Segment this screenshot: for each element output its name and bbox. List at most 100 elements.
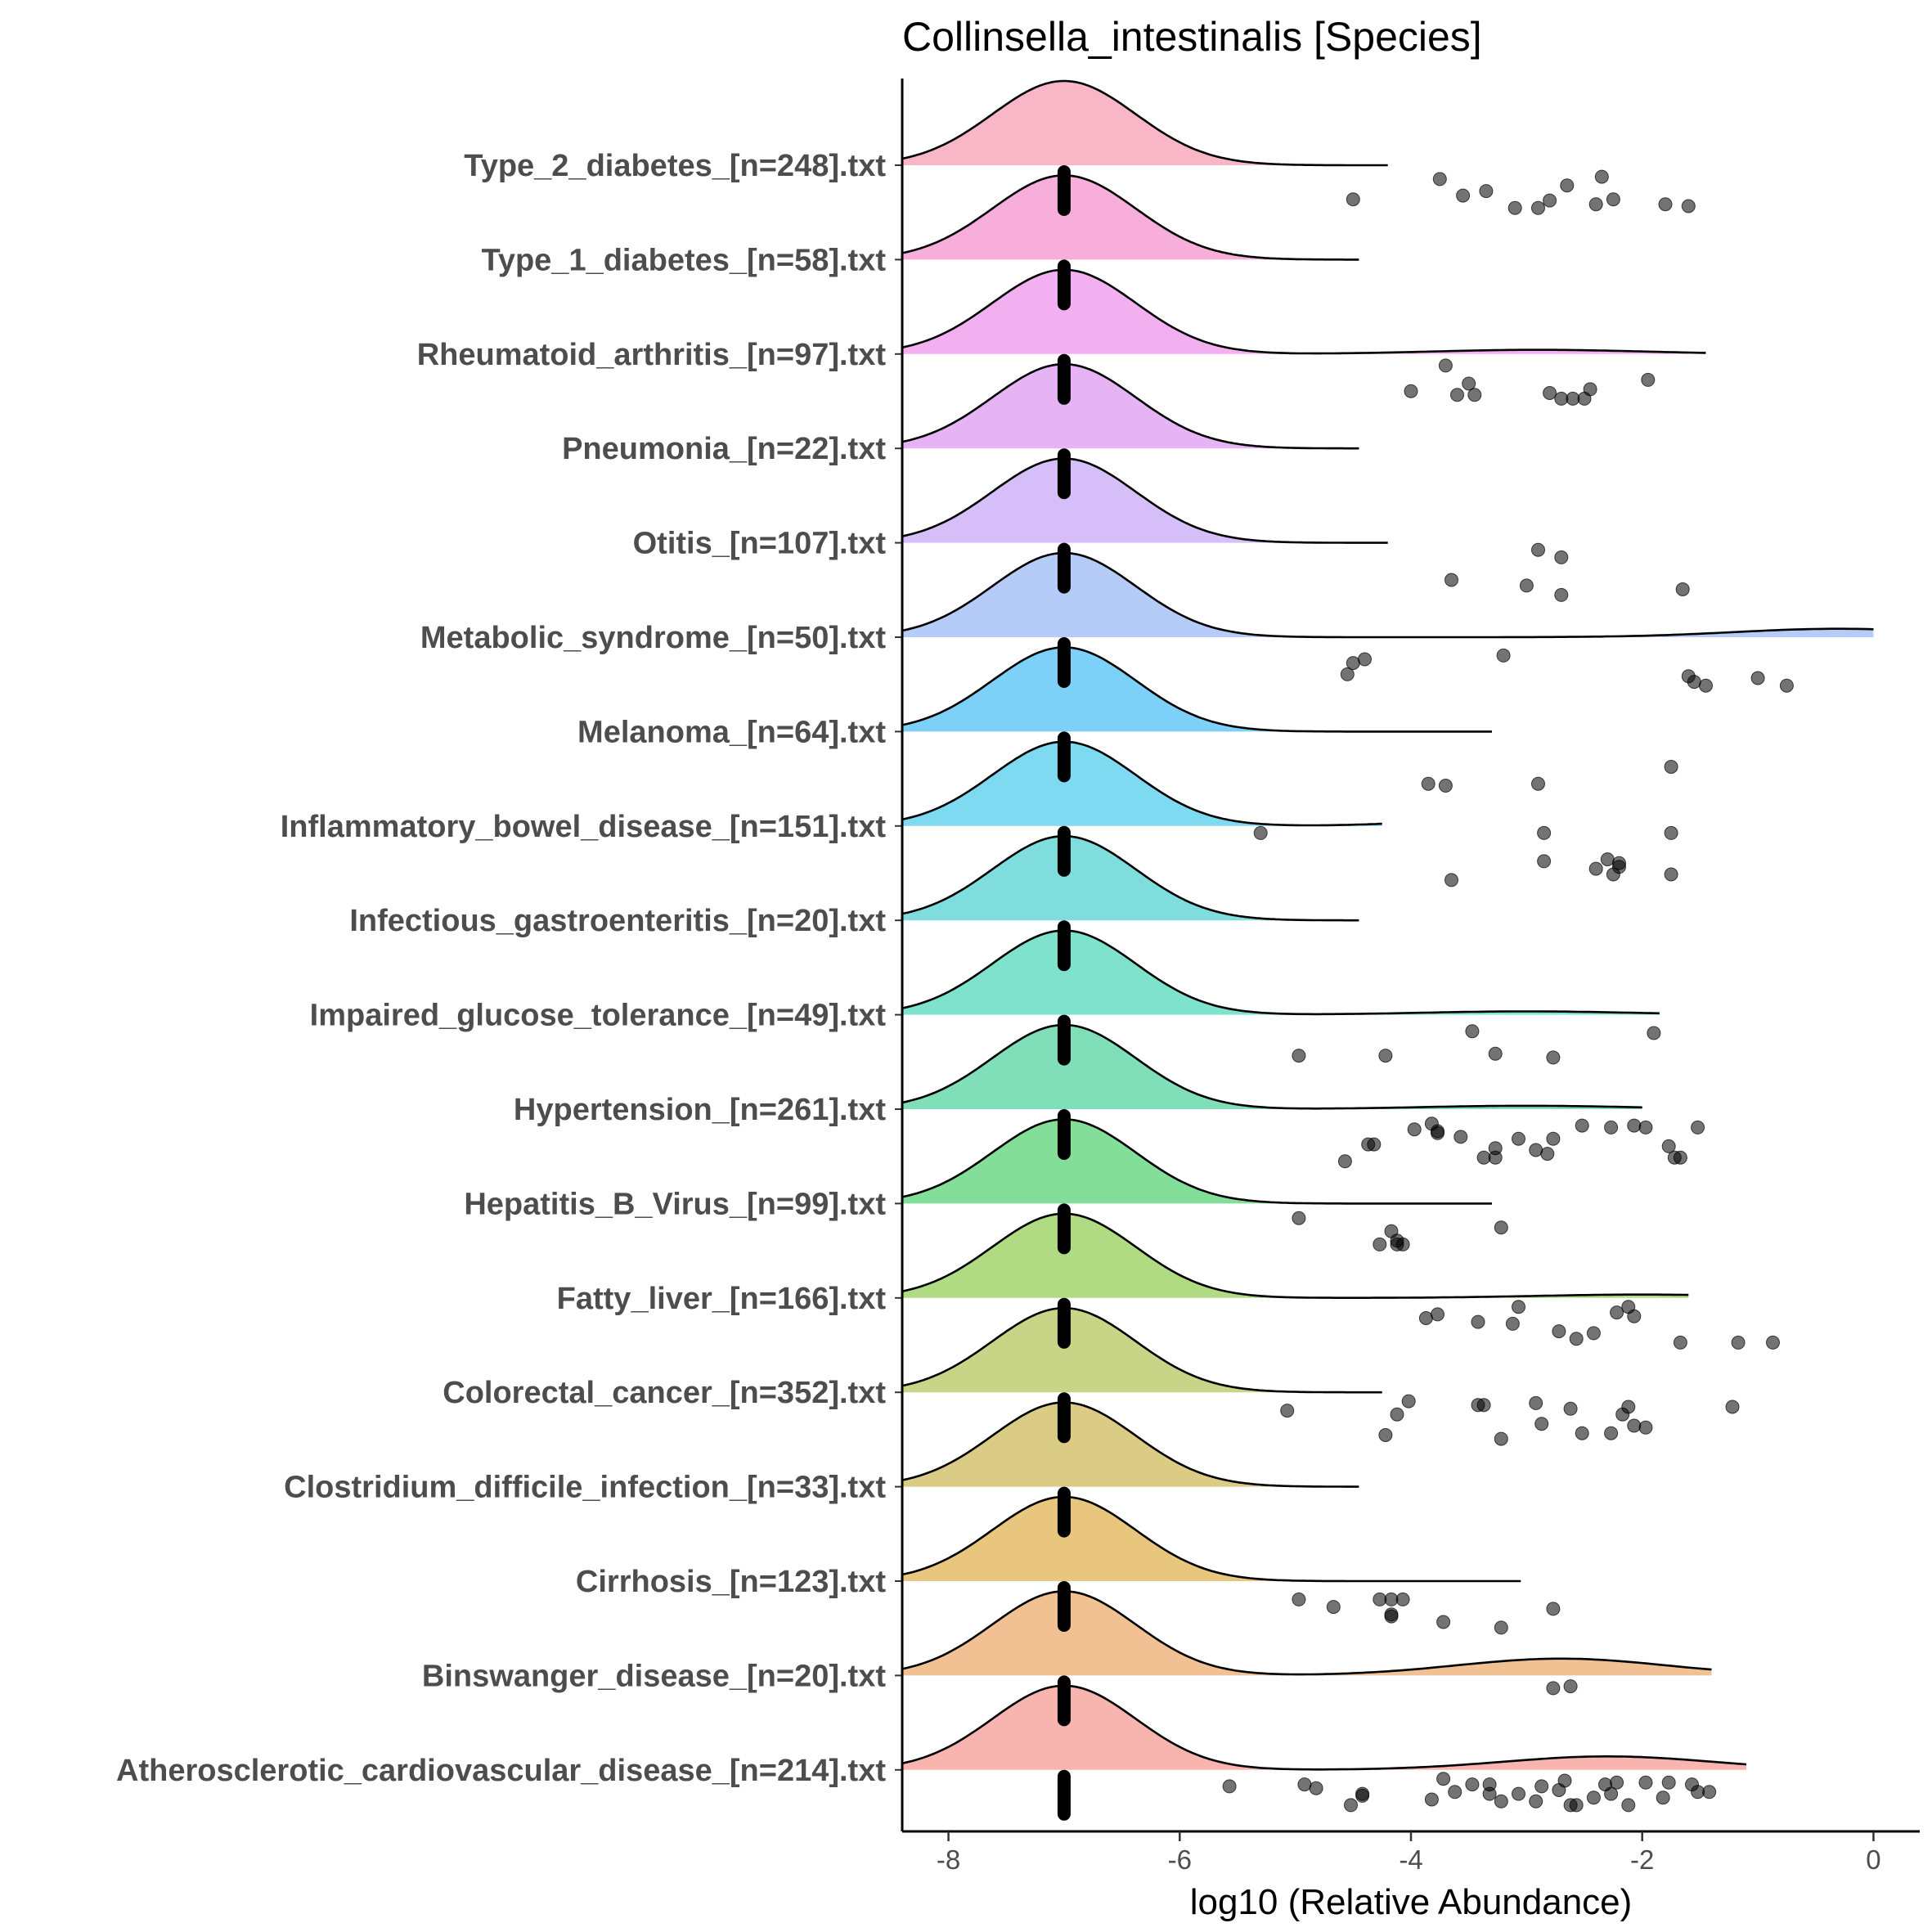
data-point <box>1445 873 1458 887</box>
data-point <box>1436 1772 1451 1786</box>
data-point <box>1604 1120 1619 1134</box>
data-point <box>1346 656 1360 671</box>
data-point <box>1373 1237 1387 1251</box>
data-point <box>1432 172 1447 186</box>
data-point <box>1467 388 1482 402</box>
data-point <box>1346 192 1360 207</box>
data-point <box>1421 776 1436 791</box>
ridge-outline <box>901 1684 1747 1771</box>
data-point <box>1292 1592 1306 1606</box>
data-point <box>1465 1777 1480 1792</box>
category-label: Fatty_liver_[n=166].txt <box>557 1282 887 1316</box>
category-label: Hepatitis_B_Virus_[n=99].txt <box>464 1187 886 1221</box>
data-point <box>1588 861 1603 876</box>
data-point <box>1494 1220 1508 1235</box>
x-tick-label: 0 <box>1866 1844 1880 1875</box>
data-point <box>1344 1798 1358 1813</box>
data-point <box>1725 1400 1740 1414</box>
data-point <box>1512 1300 1525 1314</box>
ridge-fill <box>902 1591 1712 1676</box>
ridge-fill <box>902 741 1382 826</box>
category-label: Atherosclerotic_cardiovascular_disease_[… <box>116 1754 886 1788</box>
data-point <box>1358 652 1372 667</box>
data-point <box>1488 1046 1503 1061</box>
data-point <box>1494 1431 1508 1446</box>
ridge-fill <box>902 458 1388 543</box>
data-point <box>1638 1120 1653 1134</box>
data-point <box>1610 1305 1624 1320</box>
data-point <box>1569 1332 1584 1346</box>
data-point <box>1638 1775 1653 1790</box>
ridge-outline <box>901 1401 1359 1488</box>
data-point <box>1661 1139 1676 1153</box>
category-label: Type_1_diabetes_[n=58].txt <box>481 243 886 277</box>
data-point <box>1627 1118 1642 1133</box>
category-label: Cirrhosis_[n=123].txt <box>576 1565 886 1599</box>
data-point <box>1750 671 1765 685</box>
ridge-outline <box>901 174 1359 261</box>
ridge-fill <box>902 1497 1521 1581</box>
ridge-fill <box>902 553 1874 637</box>
ridge-fill <box>902 836 1359 921</box>
ridge-fill <box>902 364 1359 449</box>
ridge-outline <box>901 646 1492 733</box>
data-point <box>1604 1786 1619 1801</box>
data-point <box>1560 178 1575 193</box>
data-point <box>1456 188 1471 203</box>
data-point <box>1779 678 1794 693</box>
data-point <box>1471 1314 1485 1329</box>
data-point <box>1401 1394 1416 1409</box>
data-point <box>1292 1211 1306 1225</box>
data-point <box>1543 193 1557 208</box>
data-point <box>1373 1592 1387 1606</box>
ridge-fill <box>902 1685 1746 1770</box>
data-point <box>1540 1147 1555 1161</box>
category-label: Rheumatoid_arthritis_[n=97].txt <box>417 338 887 372</box>
ridge-outline <box>901 1118 1492 1205</box>
ridge-outline <box>901 79 1388 167</box>
data-point <box>1554 587 1569 602</box>
ridge-outline <box>901 268 1706 355</box>
x-axis-ticks: -8 -6 -4 -2 0 <box>937 1831 1881 1875</box>
ridge-fill <box>902 930 1660 1015</box>
data-point <box>1355 1786 1370 1801</box>
x-tick-label: -2 <box>1630 1844 1654 1875</box>
data-point <box>1395 1237 1410 1251</box>
data-point <box>1588 197 1603 212</box>
data-point <box>1482 1786 1497 1801</box>
data-point <box>1384 1607 1399 1622</box>
data-point <box>1222 1779 1237 1794</box>
category-label: Impaired_glucose_tolerance_[n=49].txt <box>310 999 887 1033</box>
ridge-outline <box>901 1023 1642 1110</box>
data-point <box>1586 1326 1601 1341</box>
data-point <box>1531 776 1545 791</box>
data-point <box>1436 1615 1451 1629</box>
data-point <box>1691 1120 1705 1134</box>
data-point <box>1552 1324 1566 1339</box>
category-label: Metabolic_syndrome_[n=50].txt <box>420 621 886 655</box>
data-point <box>1638 1420 1653 1435</box>
data-point <box>1661 1775 1676 1790</box>
data-point <box>1673 1150 1687 1165</box>
data-point <box>1395 1592 1410 1606</box>
data-point <box>1664 760 1678 774</box>
data-point <box>1641 372 1656 387</box>
ridge-fill <box>902 1402 1359 1487</box>
category-label: Hypertension_[n=261].txt <box>514 1093 886 1127</box>
category-label: Melanoma_[n=64].txt <box>577 715 886 749</box>
data-point <box>1534 1417 1549 1431</box>
data-point <box>1462 376 1476 391</box>
ridges-layer <box>901 79 1874 1771</box>
ridge-fill <box>902 175 1359 260</box>
data-point <box>1557 1773 1572 1788</box>
data-point <box>1431 1124 1445 1139</box>
category-label: Binswanger_disease_[n=20].txt <box>422 1659 886 1693</box>
ridge-fill <box>902 1119 1492 1204</box>
data-point <box>1673 1335 1687 1350</box>
points-layer <box>1222 169 1794 1813</box>
ridge-outline <box>901 929 1660 1016</box>
x-tick-label: -4 <box>1399 1844 1422 1875</box>
data-point <box>1404 384 1418 398</box>
data-point <box>1297 1777 1312 1792</box>
